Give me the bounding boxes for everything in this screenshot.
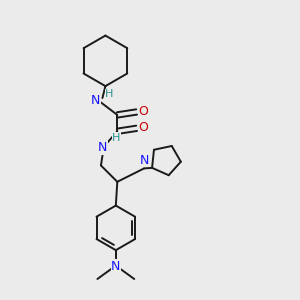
Text: N: N xyxy=(91,94,100,107)
Text: H: H xyxy=(105,89,113,99)
Text: O: O xyxy=(138,121,148,134)
Text: N: N xyxy=(140,154,149,166)
Text: N: N xyxy=(98,141,107,154)
Text: H: H xyxy=(112,133,121,143)
Text: O: O xyxy=(138,105,148,118)
Text: N: N xyxy=(111,260,121,273)
